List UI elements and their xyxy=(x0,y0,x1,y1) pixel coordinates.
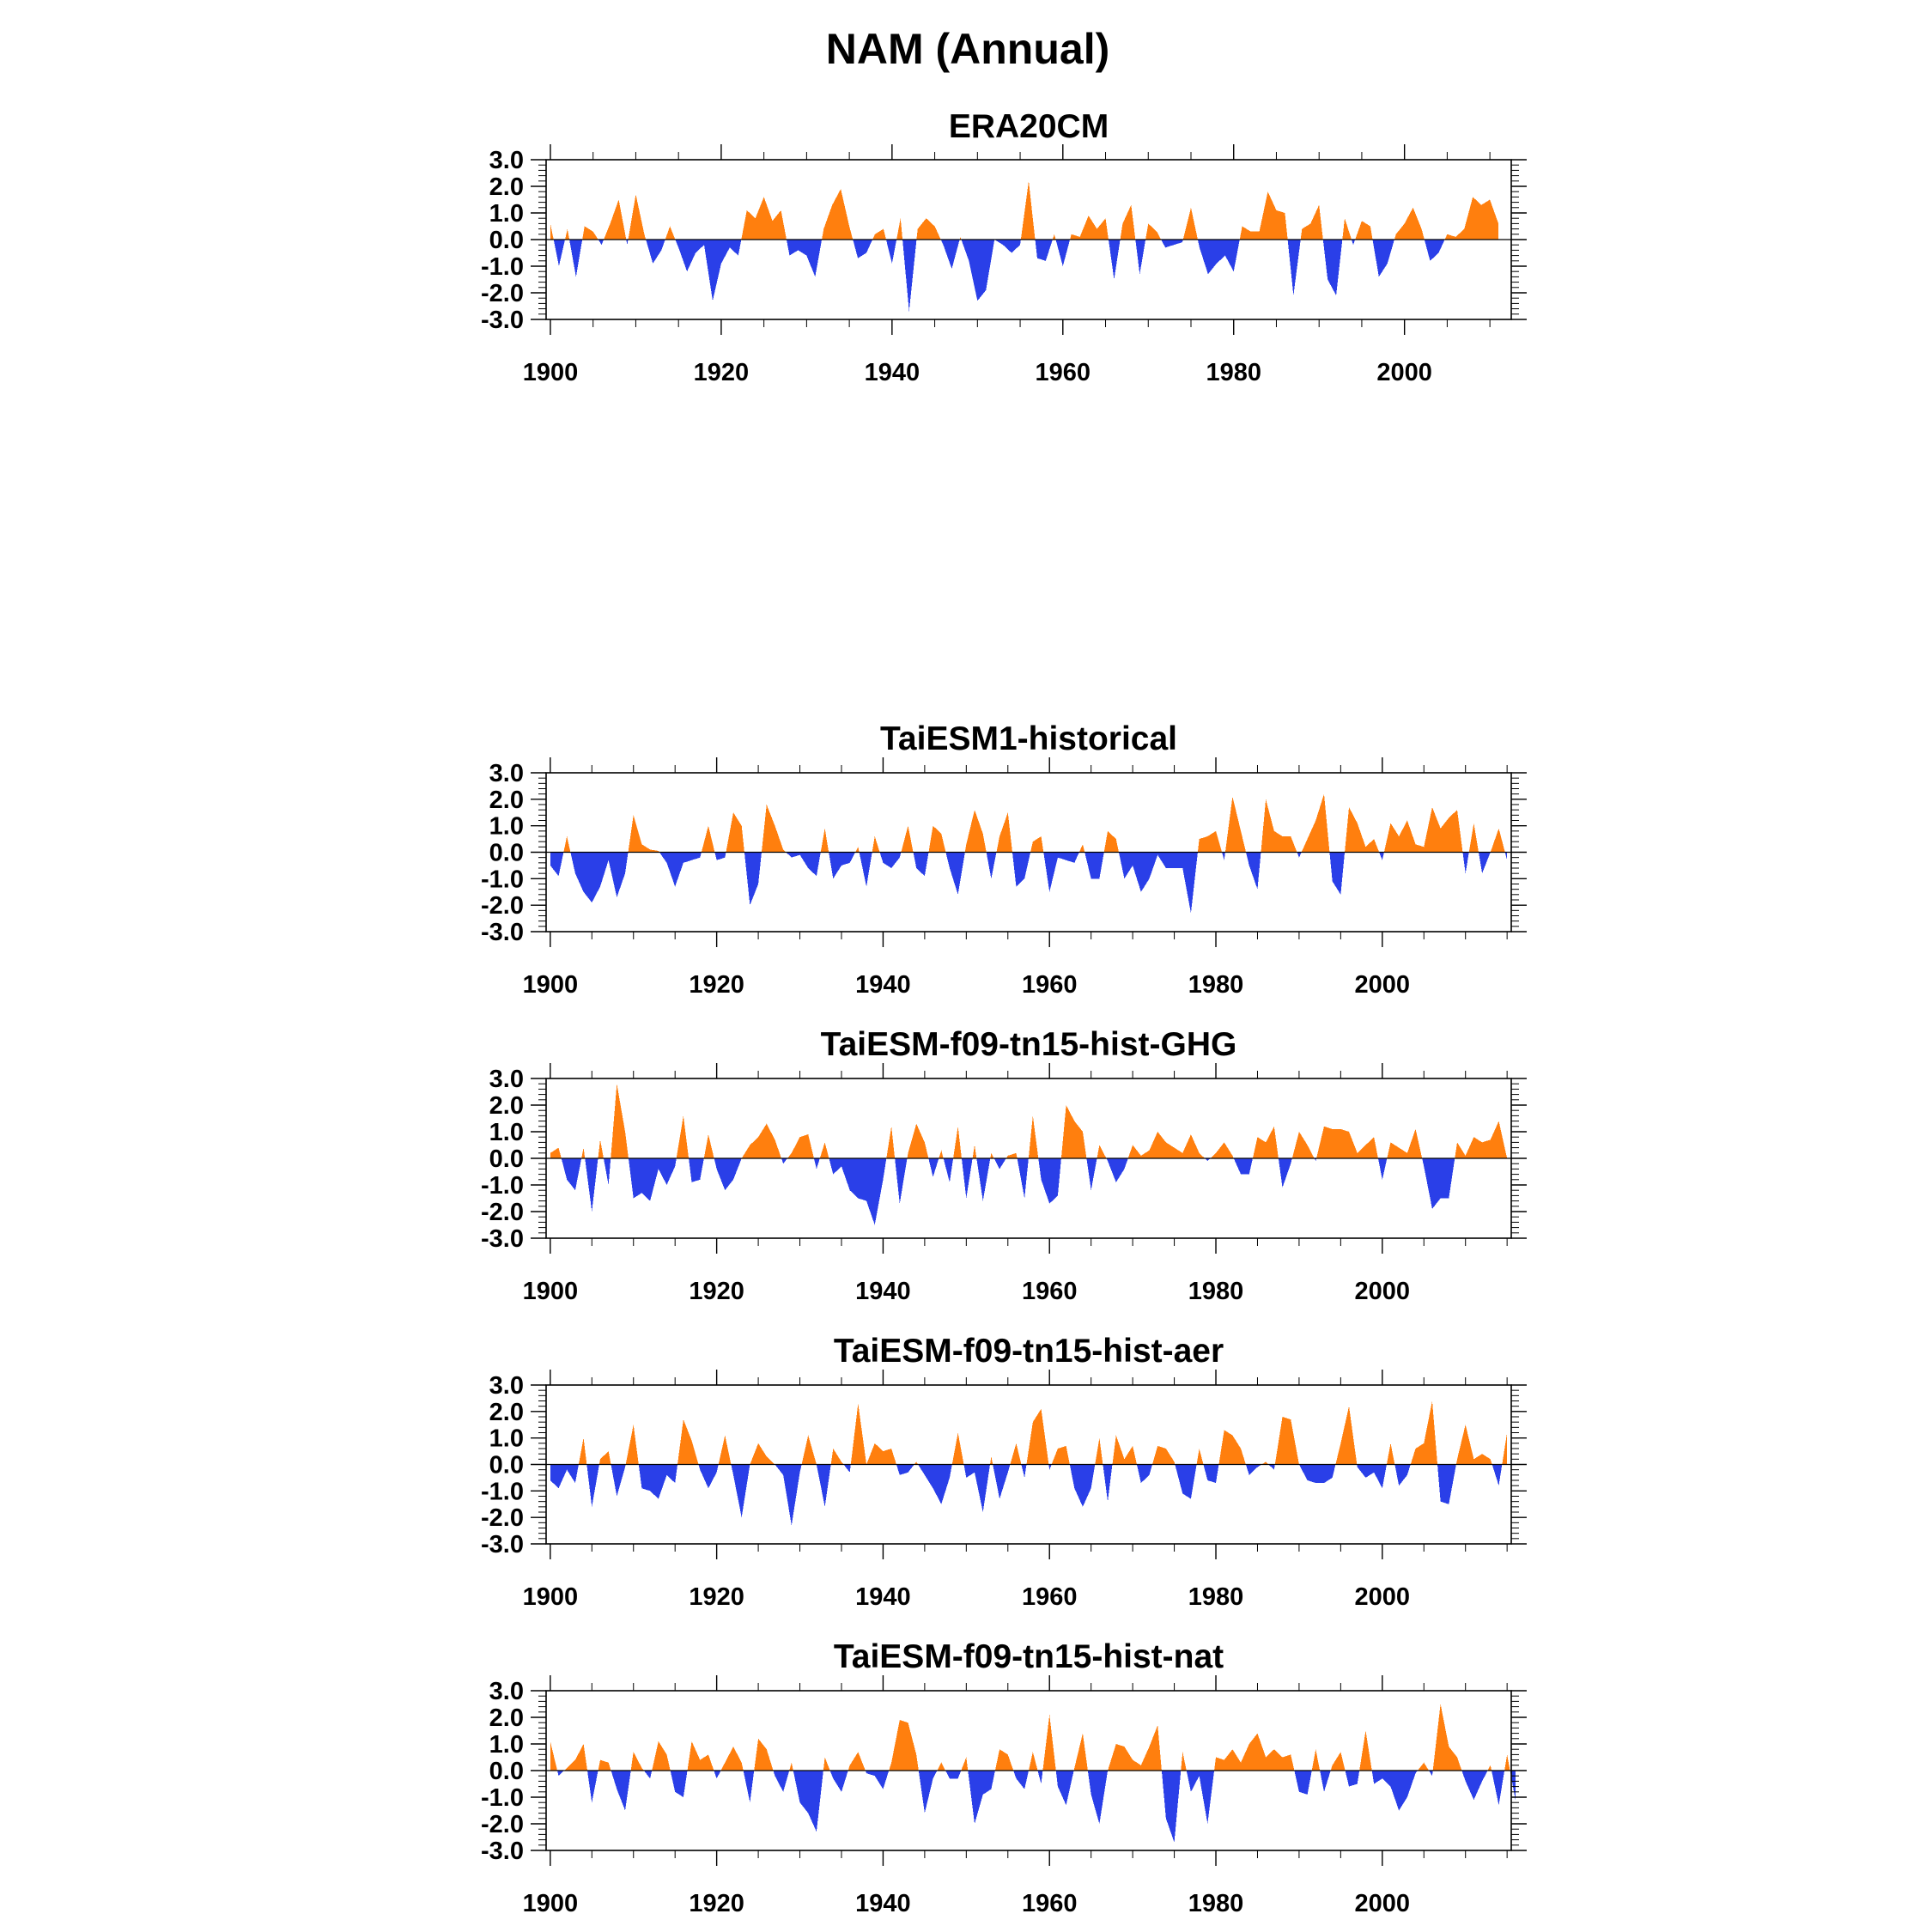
x-tick-label: 1940 xyxy=(855,1890,911,1917)
x-tick-label: 1980 xyxy=(1188,1890,1244,1917)
x-tick-label: 2000 xyxy=(1355,1278,1411,1305)
y-tick-label: -3.0 xyxy=(481,307,524,334)
y-tick-label: -3.0 xyxy=(481,1838,524,1865)
chart-title: ERA20CM xyxy=(949,108,1109,145)
x-tick-label: 1960 xyxy=(1022,971,1078,999)
x-tick-label: 1900 xyxy=(523,1278,579,1305)
x-tick-label: 1920 xyxy=(689,971,744,999)
y-tick-label: 0.0 xyxy=(489,1758,524,1785)
y-tick-label: 3.0 xyxy=(489,1372,524,1400)
y-tick-label: -2.0 xyxy=(481,1504,524,1532)
x-tick-label: 1920 xyxy=(689,1278,744,1305)
x-tick-label: 1900 xyxy=(523,359,579,386)
negative-area-series xyxy=(550,1464,1503,1526)
chart-title: TaiESM-f09-tn15-hist-nat xyxy=(834,1638,1224,1675)
x-tick-label: 1920 xyxy=(689,1583,744,1611)
x-tick-label: 1980 xyxy=(1206,359,1261,386)
x-tick-label: 2000 xyxy=(1355,971,1411,999)
y-tick-label: 0.0 xyxy=(489,1452,524,1479)
x-tick-label: 2000 xyxy=(1355,1583,1411,1611)
x-tick-label: 1940 xyxy=(865,359,920,386)
y-tick-label: -2.0 xyxy=(481,1811,524,1838)
chart-panel: TaiESM1-historical 3.02.01.00.0-1.0-2.0-3… xyxy=(481,720,1527,999)
y-tick-label: 1.0 xyxy=(489,200,524,228)
y-tick-label: -1.0 xyxy=(481,253,524,281)
y-tick-label: 2.0 xyxy=(489,173,524,201)
chart-title: TaiESM1-historical xyxy=(880,720,1177,757)
x-tick-label: 2000 xyxy=(1376,359,1432,386)
x-tick-label: 1940 xyxy=(855,1278,911,1305)
negative-area-series xyxy=(550,852,1508,914)
chart-title: TaiESM-f09-tn15-hist-GHG xyxy=(821,1026,1237,1063)
x-tick-label: 1980 xyxy=(1188,1583,1244,1611)
x-tick-label: 1980 xyxy=(1188,971,1244,999)
positive-area-series xyxy=(578,1400,1508,1465)
x-tick-label: 1980 xyxy=(1188,1278,1244,1305)
x-tick-label: 1960 xyxy=(1036,359,1091,386)
chart-panel: TaiESM-f09-tn15-hist-GHG 3.02.01.00.0-1.0… xyxy=(481,1026,1527,1305)
x-tick-label: 1920 xyxy=(689,1890,744,1917)
y-tick-label: -3.0 xyxy=(481,1531,524,1558)
y-tick-label: 0.0 xyxy=(489,840,524,867)
y-tick-label: 3.0 xyxy=(489,1066,524,1093)
positive-area-series xyxy=(550,1704,1510,1771)
chart-panel: TaiESM-f09-tn15-hist-nat 3.02.01.00.0-1.0… xyxy=(481,1638,1527,1917)
positive-area-series xyxy=(563,793,1505,853)
x-tick-label: 1960 xyxy=(1022,1583,1078,1611)
x-tick-label: 1940 xyxy=(855,971,911,999)
x-tick-label: 1960 xyxy=(1022,1278,1078,1305)
x-tick-label: 1900 xyxy=(523,1583,579,1611)
y-tick-label: -1.0 xyxy=(481,1478,524,1505)
y-tick-label: 0.0 xyxy=(489,227,524,254)
y-tick-label: -1.0 xyxy=(481,1172,524,1200)
negative-area-series xyxy=(561,1158,1455,1225)
chart-panel: TaiESM-f09-tn15-hist-aer 3.02.01.00.0-1.0… xyxy=(481,1333,1527,1611)
positive-area-series xyxy=(550,1084,1508,1158)
figure-title: NAM (Annual) xyxy=(826,25,1110,73)
x-tick-label: 2000 xyxy=(1355,1890,1411,1917)
y-tick-label: -1.0 xyxy=(481,1784,524,1812)
y-tick-label: -2.0 xyxy=(481,892,524,920)
negative-area-series xyxy=(557,1771,1516,1843)
x-tick-label: 1960 xyxy=(1022,1890,1078,1917)
y-tick-label: 1.0 xyxy=(489,1425,524,1453)
y-tick-label: 1.0 xyxy=(489,1119,524,1146)
y-tick-label: 3.0 xyxy=(489,760,524,787)
y-tick-label: -3.0 xyxy=(481,1225,524,1253)
x-tick-label: 1920 xyxy=(694,359,750,386)
y-tick-label: -3.0 xyxy=(481,919,524,946)
y-tick-label: -1.0 xyxy=(481,866,524,893)
negative-area-series xyxy=(553,240,1445,312)
y-tick-label: 3.0 xyxy=(489,1678,524,1705)
y-tick-label: 0.0 xyxy=(489,1145,524,1173)
chart-panel: ERA20CM 3.02.01.00.0-1.0-2.0-3.0 1900 1920 1… xyxy=(481,108,1527,386)
y-tick-label: 3.0 xyxy=(489,147,524,174)
y-tick-label: 2.0 xyxy=(489,1704,524,1732)
positive-area-series xyxy=(550,180,1499,240)
y-tick-label: 2.0 xyxy=(489,1399,524,1426)
y-tick-label: 2.0 xyxy=(489,787,524,814)
x-tick-label: 1900 xyxy=(523,1890,579,1917)
y-tick-label: -2.0 xyxy=(481,1199,524,1226)
x-tick-label: 1900 xyxy=(523,971,579,999)
y-tick-label: 2.0 xyxy=(489,1092,524,1120)
chart-title: TaiESM-f09-tn15-hist-aer xyxy=(834,1333,1224,1370)
y-tick-label: 1.0 xyxy=(489,1731,524,1759)
y-tick-label: -2.0 xyxy=(481,280,524,307)
y-tick-label: 1.0 xyxy=(489,813,524,841)
x-tick-label: 1940 xyxy=(855,1583,911,1611)
